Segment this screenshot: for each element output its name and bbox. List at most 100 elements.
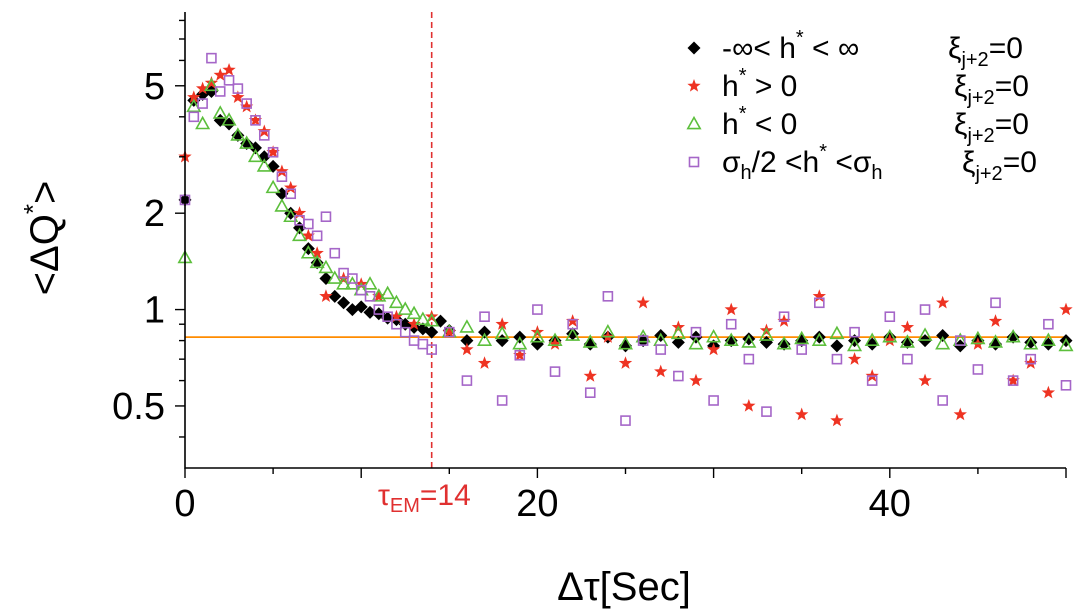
data-point-triangle: [917, 327, 933, 341]
y-tick-label: 5: [144, 66, 165, 108]
data-point-star: [442, 325, 456, 338]
data-point-triangle: [529, 329, 545, 343]
data-point-diamond: [425, 325, 439, 339]
data-point-diamond: [724, 334, 738, 348]
data-point-square: [206, 52, 217, 64]
data-point-diamond: [566, 327, 580, 341]
data-point-square: [972, 364, 984, 375]
data-point-square: [796, 344, 808, 355]
data-point-star: [583, 369, 597, 382]
legend-label: σh/2 <h* <σh: [722, 141, 883, 184]
axes: 0 20 40 0.5 1 2 5 τEM=14: [112, 12, 1067, 525]
data-point-triangle: [380, 285, 396, 300]
series-square: [179, 52, 1072, 426]
data-point-square: [1025, 353, 1037, 365]
legend-entry-triangle: h* < 0 ξj+2=0: [686, 103, 1029, 147]
data-point-diamond: [1041, 337, 1055, 351]
data-point-square: [902, 353, 913, 365]
data-point-triangle: [318, 259, 334, 274]
data-point-star: [953, 407, 967, 421]
data-point-triangle: [899, 334, 915, 348]
data-point-diamond: [777, 337, 791, 351]
data-point-triangle: [688, 335, 704, 350]
data-point-square: [303, 218, 314, 230]
data-point-star: [301, 228, 315, 242]
data-point-square: [884, 311, 896, 322]
data-point-diamond: [363, 305, 377, 319]
data-point-star: [1024, 356, 1038, 369]
data-point-diamond: [1024, 335, 1038, 349]
data-point-triangle: [741, 334, 757, 348]
data-point-square: [382, 311, 393, 322]
data-point-square: [347, 273, 358, 284]
data-point-diamond: [936, 328, 950, 342]
data-point-star: [812, 289, 826, 302]
data-point-star: [240, 99, 254, 113]
data-point-diamond: [337, 296, 351, 310]
data-point-square: [479, 311, 490, 322]
data-point-square: [338, 267, 349, 279]
data-point-star: [742, 398, 756, 412]
data-point-square: [620, 415, 631, 426]
data-point-triangle: [935, 335, 951, 350]
data-point-square: [373, 304, 385, 315]
data-point-triangle: [794, 330, 810, 345]
data-point-square: [743, 353, 755, 365]
data-point-square: [532, 304, 543, 315]
data-point-diamond: [530, 337, 544, 351]
legend-condition: ξj+2=0: [948, 32, 1023, 71]
y-axis-title-star: *: [18, 204, 48, 214]
data-point-triangle: [309, 254, 325, 269]
legend-label: h* > 0: [722, 65, 797, 103]
data-point-star: [883, 333, 897, 347]
legend-entry-star: h* > 0 ξj+2=0: [687, 65, 1029, 109]
data-point-star: [618, 356, 633, 369]
data-point-triangle: [847, 337, 863, 352]
data-point-triangle: [864, 332, 880, 346]
data-point-star: [1006, 373, 1020, 387]
data-point-triangle: [882, 329, 898, 343]
data-point-square: [320, 211, 332, 223]
data-point-diamond: [830, 339, 844, 353]
data-point-star: [1059, 302, 1073, 316]
data-point-star: [275, 164, 289, 178]
data-point-triangle: [582, 334, 598, 348]
data-point-star: [248, 113, 263, 126]
data-point-square: [1060, 380, 1072, 391]
data-point-triangle: [291, 227, 308, 242]
data-point-diamond: [204, 84, 218, 98]
data-point-triangle: [362, 276, 378, 290]
y-tick-label: 0.5: [112, 386, 165, 428]
data-point-square: [241, 98, 252, 109]
data-point-triangle: [1005, 329, 1021, 343]
data-point-square: [567, 318, 578, 330]
data-point-triangle: [811, 332, 827, 346]
data-point-star: [187, 90, 201, 104]
data-point-star: [706, 342, 721, 356]
data-point-square: [223, 75, 235, 86]
data-point-square: [443, 326, 455, 338]
legend-entry-diamond: -∞< h* < ∞ ξj+2=0: [687, 27, 1023, 71]
x-tick-label: 20: [516, 483, 558, 525]
y-tick-label: 2: [144, 193, 165, 235]
data-point-triangle: [203, 77, 219, 92]
data-point-triangle: [327, 270, 343, 284]
data-point-triangle: [970, 330, 986, 345]
data-point-triangle: [1040, 332, 1056, 346]
data-point-square: [250, 115, 261, 126]
data-point-star: [830, 413, 844, 427]
data-point-star: [292, 206, 307, 219]
data-point-square: [937, 395, 948, 406]
data-point-star: [936, 295, 950, 309]
tau-em-label: τEM=14: [378, 479, 471, 517]
data-point-triangle: [230, 127, 246, 141]
legend-marker-triangle: [686, 115, 702, 130]
data-point-star: [495, 317, 509, 330]
data-point-square: [232, 83, 244, 94]
data-point-square: [549, 366, 561, 377]
data-point-square: [602, 291, 614, 302]
data-point-triangle: [987, 334, 1004, 348]
data-point-square: [725, 318, 737, 330]
